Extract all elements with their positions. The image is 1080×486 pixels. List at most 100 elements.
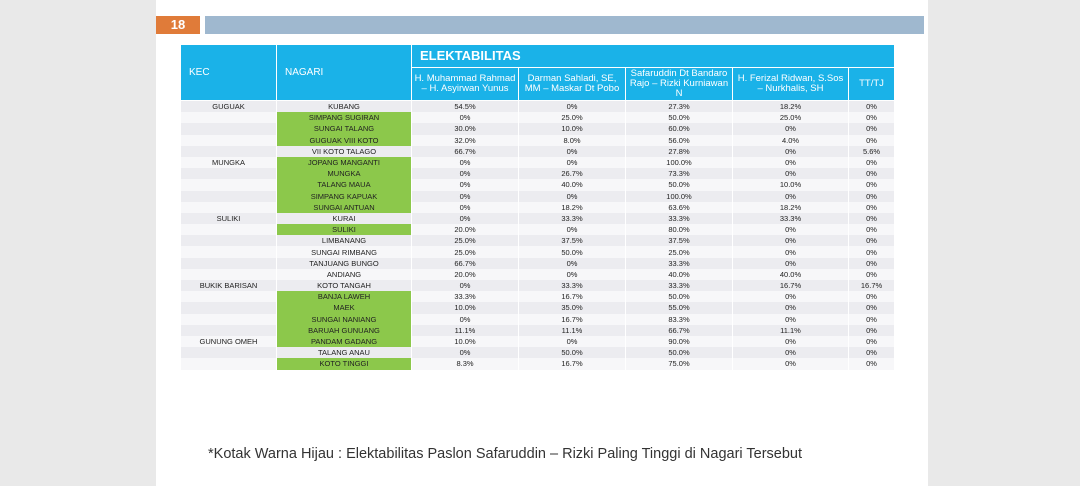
value-cell: 20.0% xyxy=(411,224,519,236)
value-cell: 0% xyxy=(732,235,849,247)
slide-number-badge: 18 xyxy=(156,16,200,34)
value-cell: 25.0% xyxy=(732,112,849,124)
value-cell: 33.3% xyxy=(411,291,519,303)
value-cell: 90.0% xyxy=(625,335,733,348)
nagari-cell: TALANG MAUA xyxy=(276,179,412,191)
value-cell: 0% xyxy=(411,190,519,202)
col-group-elektabilitas: ELEKTABILITAS xyxy=(410,44,896,68)
col-header-candidate-1: H. Muhammad Rahmad – H. Asyirwan Yunus xyxy=(411,67,519,101)
value-cell: 0% xyxy=(732,302,849,314)
value-cell: 50.0% xyxy=(625,179,733,191)
kec-cell xyxy=(180,302,277,314)
value-cell: 0% xyxy=(847,246,896,258)
value-cell: 0% xyxy=(732,246,849,258)
nagari-cell: SIMPANG KAPUAK xyxy=(276,190,412,202)
value-cell: 0% xyxy=(847,335,896,348)
value-cell: 33.3% xyxy=(625,212,733,225)
value-cell: 18.2% xyxy=(732,201,849,213)
kec-cell xyxy=(180,123,277,135)
value-cell: 0% xyxy=(518,145,626,157)
value-cell: 63.6% xyxy=(625,201,733,213)
table-body: GUGUAK KUBANG 54.5% 0% 27.3% 18.2% 0% SIMPANG S… xyxy=(180,100,896,370)
nagari-cell: JOPANG MANGANTI xyxy=(276,156,412,169)
nagari-cell: SUNGAI RIMBANG xyxy=(276,246,412,258)
kec-cell xyxy=(180,145,277,157)
value-cell: 18.2% xyxy=(732,100,849,113)
value-cell: 100.0% xyxy=(625,156,733,169)
value-cell: 0% xyxy=(732,145,849,157)
table-row: GUNUNG OMEH PANDAM GADANG 10.0% 0% 90.0% 0% 0% xyxy=(180,335,896,348)
value-cell: 10.0% xyxy=(411,335,519,348)
value-cell: 25.0% xyxy=(411,235,519,247)
nagari-cell: SUNGAI ANTUAN xyxy=(276,201,412,213)
value-cell: 50.0% xyxy=(625,347,733,359)
value-cell: 0% xyxy=(411,179,519,191)
nagari-cell: PANDAM GADANG xyxy=(276,335,412,348)
value-cell: 40.0% xyxy=(518,179,626,191)
kec-cell xyxy=(180,246,277,258)
value-cell: 0% xyxy=(732,156,849,169)
kec-cell xyxy=(180,358,277,370)
nagari-cell: SULIKI xyxy=(276,224,412,236)
value-cell: 0% xyxy=(847,324,896,336)
value-cell: 37.5% xyxy=(518,235,626,247)
nagari-cell: GUGUAK VIII KOTO xyxy=(276,134,412,146)
table-row: VII KOTO TALAGO 66.7% 0% 27.8% 0% 5.6% xyxy=(180,145,896,157)
table-row: MAEK 10.0% 35.0% 55.0% 0% 0% xyxy=(180,302,896,314)
value-cell: 16.7% xyxy=(518,291,626,303)
value-cell: 0% xyxy=(518,156,626,169)
value-cell: 56.0% xyxy=(625,134,733,146)
value-cell: 16.7% xyxy=(732,280,849,292)
kec-cell xyxy=(180,235,277,247)
elektabilitas-table: KEC NAGARI ELEKTABILITAS H. Muhammad Rah… xyxy=(180,44,896,370)
kec-cell: GUNUNG OMEH xyxy=(180,335,277,348)
value-cell: 73.3% xyxy=(625,168,733,180)
value-cell: 27.8% xyxy=(625,145,733,157)
value-cell: 0% xyxy=(847,347,896,359)
table-row: GUGUAK KUBANG 54.5% 0% 27.3% 18.2% 0% xyxy=(180,100,896,113)
value-cell: 75.0% xyxy=(625,358,733,370)
table-row: GUGUAK VIII KOTO 32.0% 8.0% 56.0% 4.0% 0% xyxy=(180,134,896,146)
table-row: TANJUANG BUNGO 66.7% 0% 33.3% 0% 0% xyxy=(180,257,896,269)
kec-cell xyxy=(180,268,277,280)
value-cell: 8.3% xyxy=(411,358,519,370)
value-cell: 0% xyxy=(847,257,896,269)
value-cell: 20.0% xyxy=(411,268,519,280)
value-cell: 66.7% xyxy=(625,324,733,336)
value-cell: 8.0% xyxy=(518,134,626,146)
value-cell: 0% xyxy=(847,313,896,325)
kec-cell xyxy=(180,134,277,146)
value-cell: 0% xyxy=(732,257,849,269)
value-cell: 4.0% xyxy=(732,134,849,146)
value-cell: 0% xyxy=(518,224,626,236)
value-cell: 0% xyxy=(518,100,626,113)
nagari-cell: KOTO TANGAH xyxy=(276,280,412,292)
value-cell: 0% xyxy=(847,224,896,236)
value-cell: 16.7% xyxy=(518,358,626,370)
table-row: BARUAH GUNUANG 11.1% 11.1% 66.7% 11.1% 0% xyxy=(180,324,896,336)
value-cell: 0% xyxy=(411,156,519,169)
value-cell: 11.1% xyxy=(732,324,849,336)
value-cell: 80.0% xyxy=(625,224,733,236)
nagari-cell: SUNGAI TALANG xyxy=(276,123,412,135)
nagari-cell: ANDIANG xyxy=(276,268,412,280)
value-cell: 0% xyxy=(847,190,896,202)
value-cell: 16.7% xyxy=(847,280,896,292)
table-row: SUNGAI ANTUAN 0% 18.2% 63.6% 18.2% 0% xyxy=(180,201,896,213)
value-cell: 25.0% xyxy=(518,112,626,124)
col-header-candidate-4: H. Ferizal Ridwan, S.Sos – Nurkhalis, SH xyxy=(732,67,849,101)
nagari-cell: KURAI xyxy=(276,212,412,225)
value-cell: 33.3% xyxy=(732,212,849,225)
value-cell: 11.1% xyxy=(518,324,626,336)
value-cell: 0% xyxy=(518,190,626,202)
kec-cell xyxy=(180,257,277,269)
nagari-cell: BARUAH GUNUANG xyxy=(276,324,412,336)
value-cell: 0% xyxy=(847,112,896,124)
table-row: SIMPANG SUGIRAN 0% 25.0% 50.0% 25.0% 0% xyxy=(180,112,896,124)
value-cell: 0% xyxy=(518,335,626,348)
value-cell: 0% xyxy=(847,358,896,370)
value-cell: 0% xyxy=(847,212,896,225)
value-cell: 0% xyxy=(847,134,896,146)
table-row: SUNGAI RIMBANG 25.0% 50.0% 25.0% 0% 0% xyxy=(180,246,896,258)
value-cell: 0% xyxy=(847,201,896,213)
